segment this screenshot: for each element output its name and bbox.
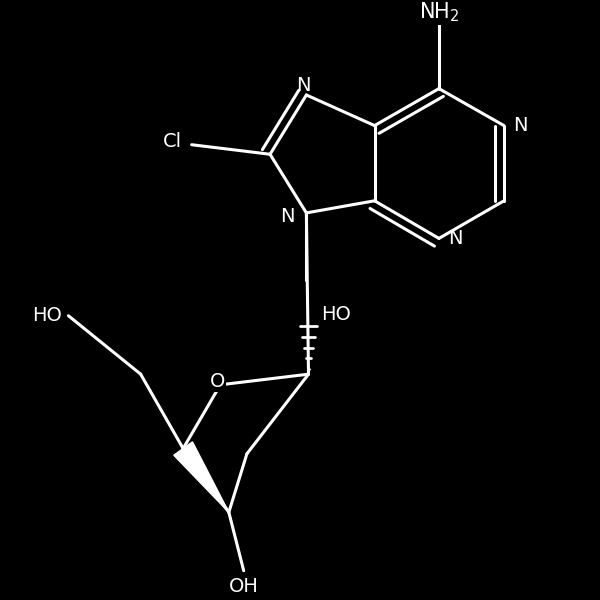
Text: Cl: Cl — [163, 132, 182, 151]
Text: OH: OH — [229, 577, 259, 596]
Text: NH$_2$: NH$_2$ — [419, 0, 459, 23]
Polygon shape — [174, 442, 229, 512]
Text: HO: HO — [32, 306, 62, 325]
Text: N: N — [296, 76, 310, 95]
Text: HO: HO — [321, 305, 351, 324]
Text: N: N — [448, 229, 462, 248]
Text: N: N — [512, 116, 527, 135]
Text: O: O — [209, 372, 225, 391]
Text: N: N — [280, 206, 295, 226]
